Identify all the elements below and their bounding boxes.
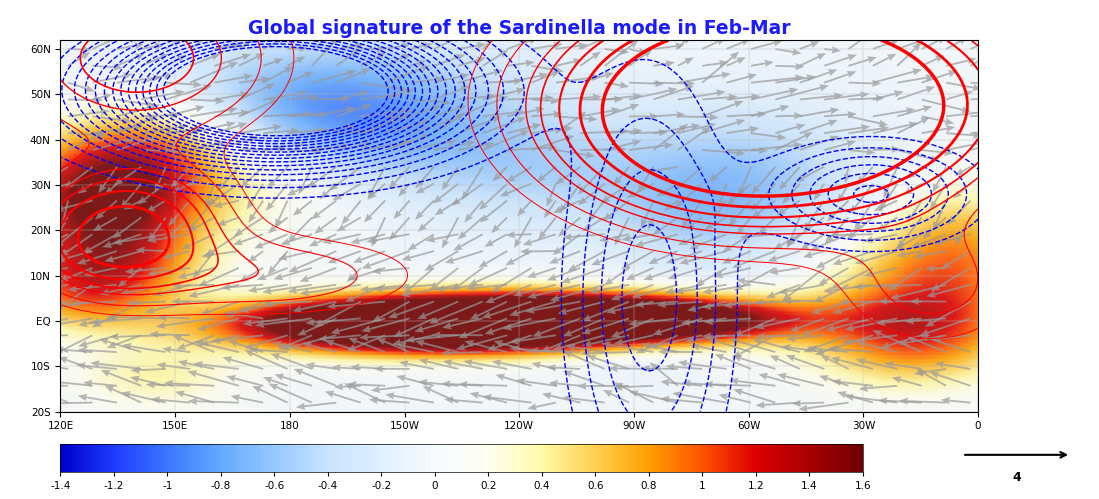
- Text: 4: 4: [1012, 471, 1021, 484]
- Title: Global signature of the Sardinella mode in Feb-Mar: Global signature of the Sardinella mode …: [248, 19, 790, 38]
